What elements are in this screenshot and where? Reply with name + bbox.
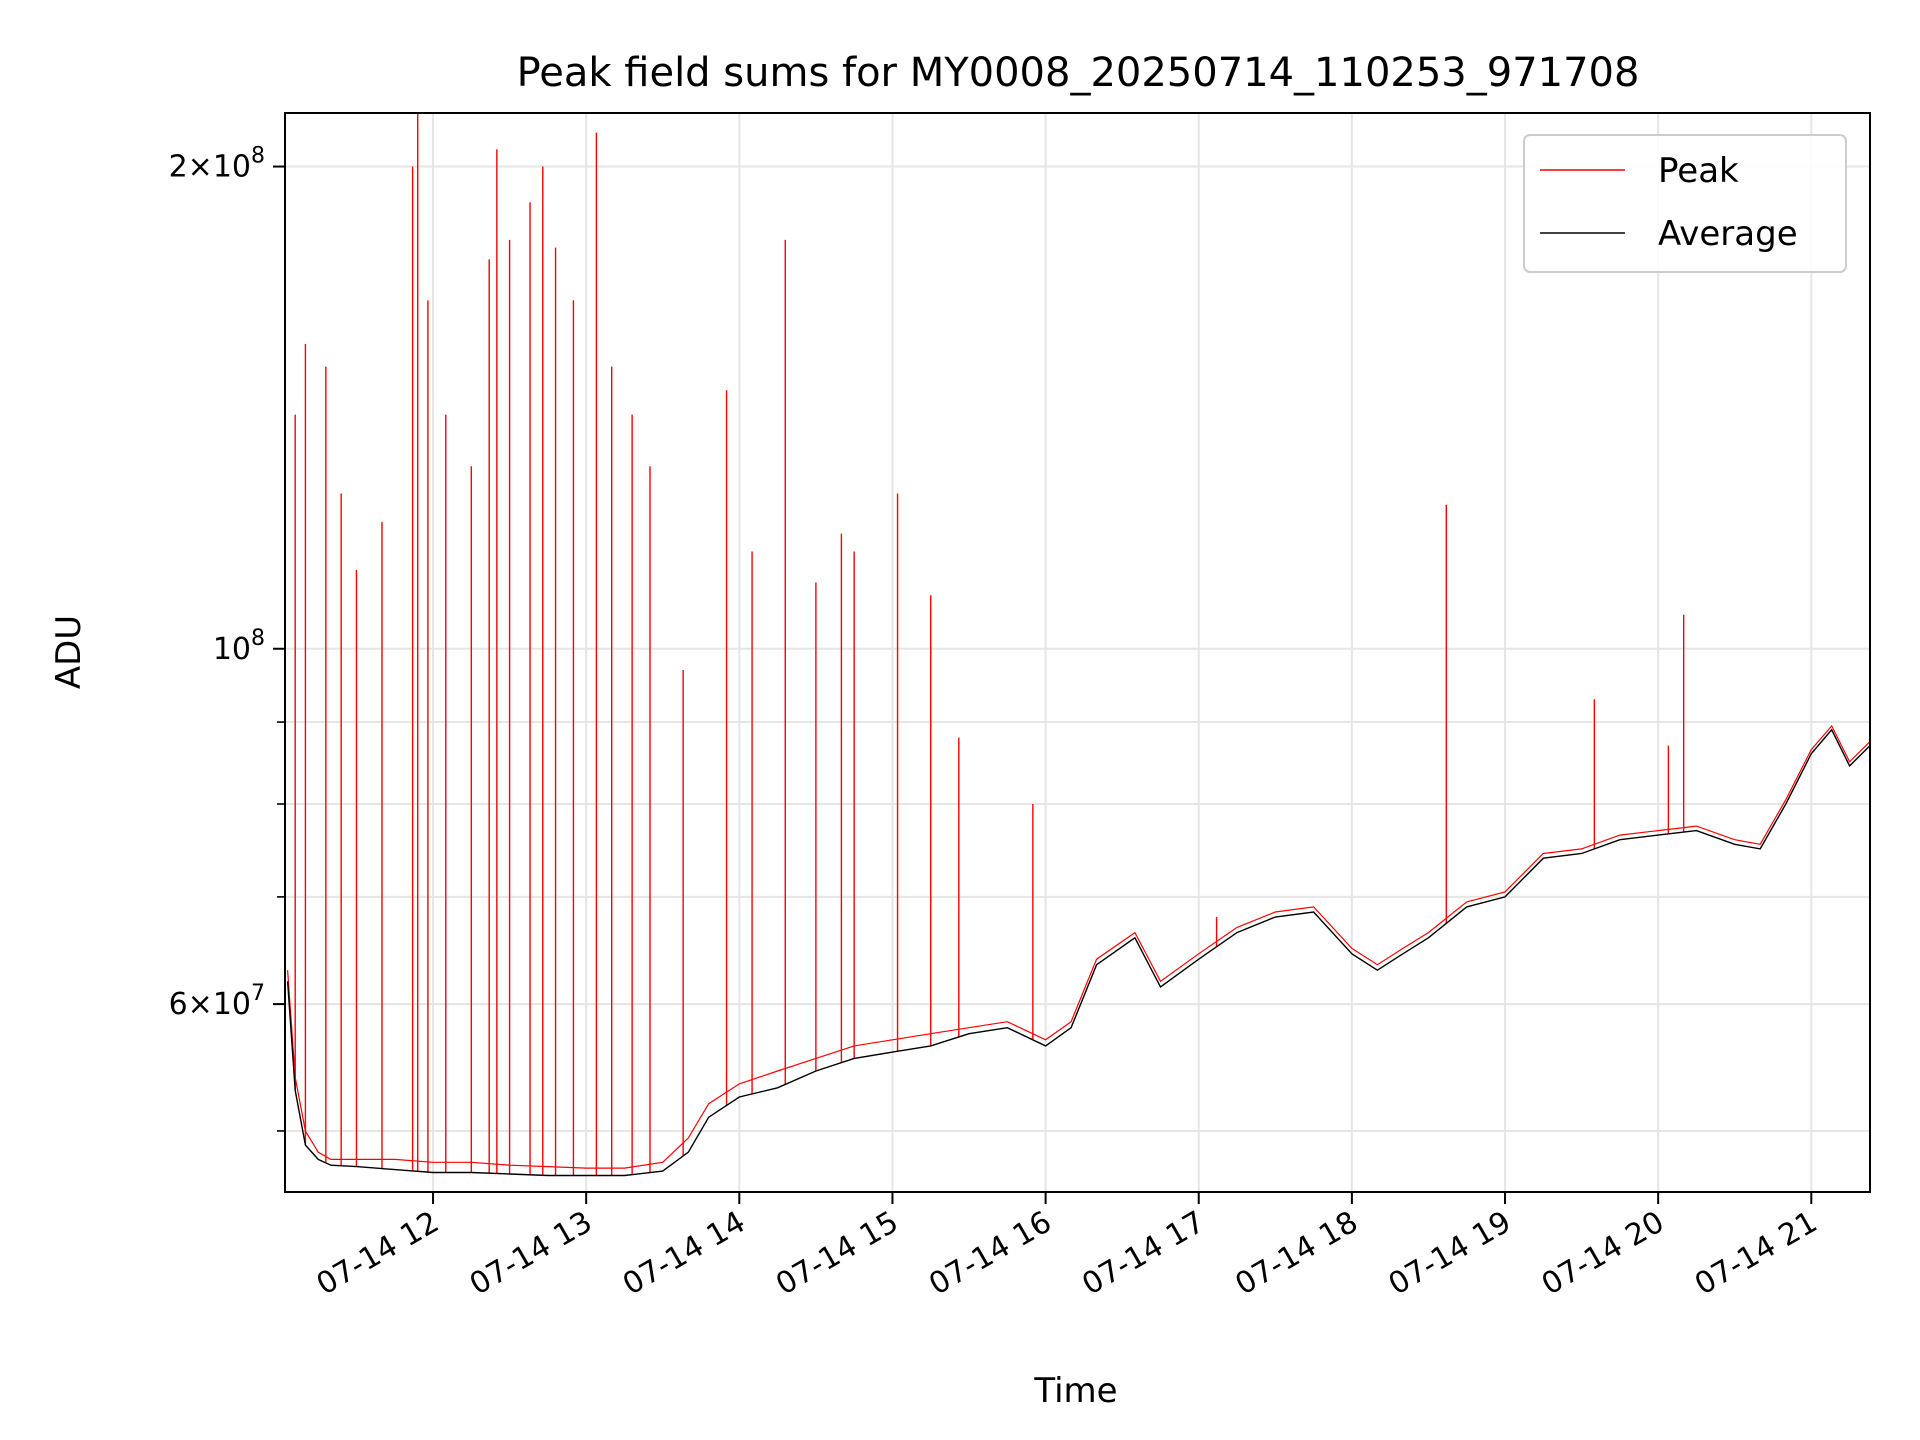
chart-title: Peak field sums for MY0008_20250714_1102… [517, 50, 1640, 96]
y-tick-exponent: 8 [251, 144, 265, 169]
x-axis-ticks: 07-14 12 07-14 13 07-14 14 07-14 15 07-14 16… [311, 1192, 1823, 1303]
grid [285, 113, 1870, 1192]
y-tick-label: 6×107 [169, 981, 265, 1022]
x-tick-label: 07-14 13 [464, 1205, 598, 1303]
series-line-average [286, 728, 1871, 1177]
x-tick-label: 07-14 20 [1536, 1205, 1670, 1303]
y-tick-exponent: 7 [251, 981, 265, 1006]
x-tick-label: 07-14 16 [923, 1205, 1057, 1303]
x-tick-label: 07-14 19 [1383, 1205, 1517, 1303]
legend-label-peak: Peak [1658, 151, 1739, 191]
legend-label-average: Average [1658, 214, 1798, 254]
series-line-peak [287, 724, 1871, 1169]
x-axis-label: Time [1033, 1371, 1117, 1411]
x-tick-label: 07-14 21 [1689, 1205, 1823, 1303]
legend: Peak Average [1523, 134, 1847, 273]
plot-frame [284, 112, 1871, 1193]
y-tick-label: 108 [213, 626, 265, 667]
x-tick-label: 07-14 17 [1076, 1205, 1210, 1303]
x-tick-label: 07-14 18 [1230, 1205, 1364, 1303]
y-axis-label: ADU [49, 615, 89, 689]
y-tick-exponent: 8 [251, 626, 265, 651]
peak-spikes [294, 113, 1685, 1176]
y-tick-label: 2×108 [169, 144, 265, 185]
x-tick-label: 07-14 15 [770, 1205, 904, 1303]
x-tick-label: 07-14 12 [311, 1205, 445, 1303]
x-tick-label: 07-14 14 [617, 1205, 751, 1303]
y-axis-ticks: 6×107 108 2×108 [169, 144, 285, 1132]
